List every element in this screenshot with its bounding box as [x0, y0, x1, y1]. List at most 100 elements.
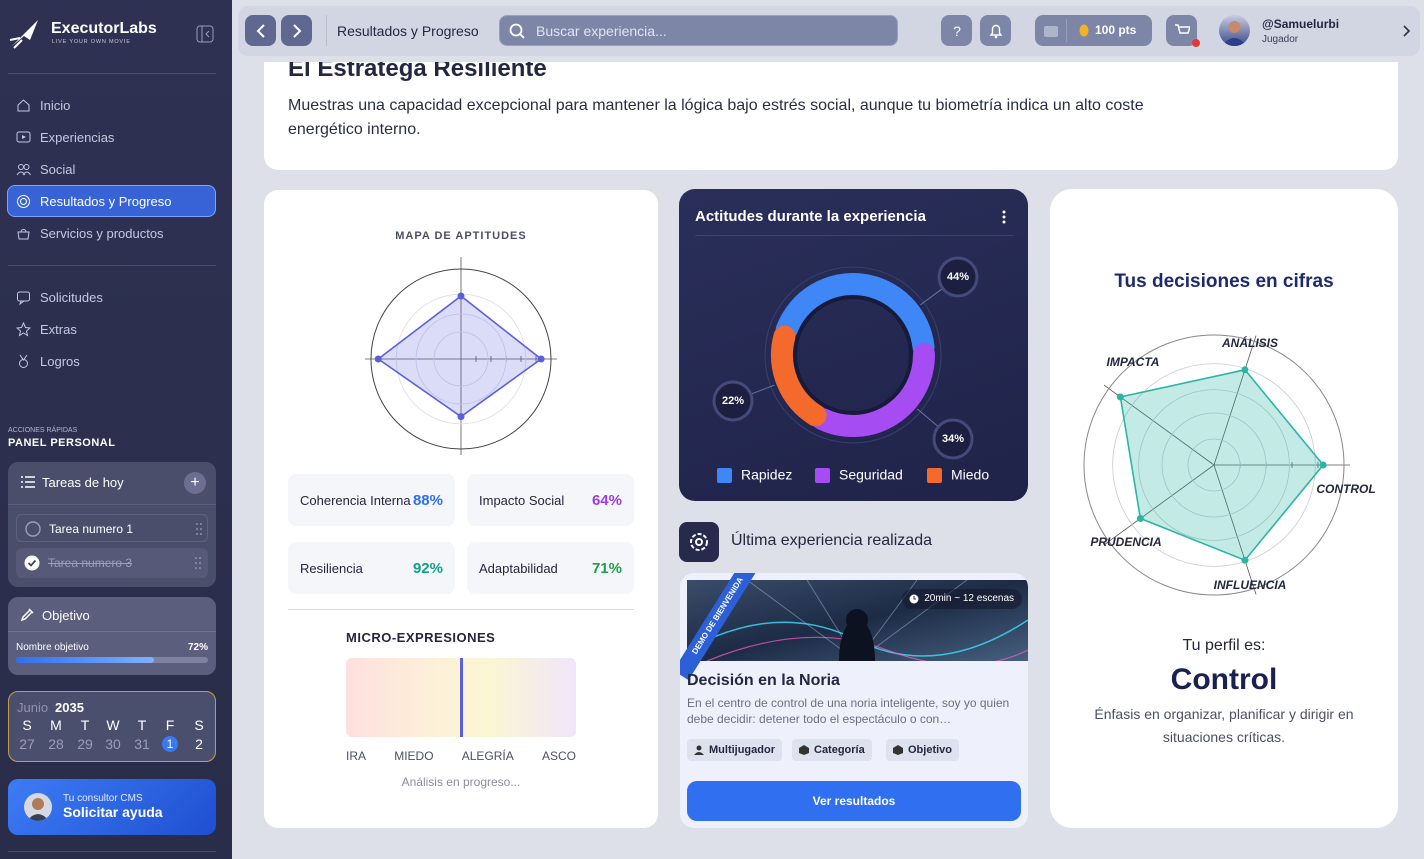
radar-ring — [1187, 438, 1241, 492]
experience-card: DEMO DE BIENVENIDA 20min ~ 12 escenas De… — [680, 573, 1028, 828]
value-bubble — [937, 256, 979, 298]
donut-chart: 44% 34% 22% Rapidez Seguridad Miedo — [712, 256, 989, 483]
divider — [8, 504, 216, 505]
legend-label: Miedo — [951, 467, 989, 483]
nav-label: Solicitudes — [40, 289, 103, 305]
role: Jugador — [1262, 34, 1299, 45]
calendar: Junio 2035 S M T W T F S 27 28 29 30 31 1 2 — [8, 691, 216, 762]
forward-button[interactable] — [281, 15, 312, 46]
metric-value: 71% — [591, 559, 622, 577]
task[interactable]: Tarea numero 1 — [16, 514, 208, 542]
duration: 20min ~ 12 escenas — [924, 593, 1014, 604]
radar-axis-label: ANÁLISIS — [1221, 335, 1278, 350]
radar-point — [1241, 366, 1249, 374]
donut-segment — [811, 343, 935, 437]
metric: Impacto Social 64% — [467, 474, 634, 526]
nav-item[interactable]: Servicios y productos — [7, 221, 216, 245]
profile-description: Énfasis en organizar, planificar y dirig… — [1094, 706, 1354, 745]
nav-item[interactable]: Extras — [7, 317, 216, 341]
divider — [8, 631, 216, 632]
divider — [8, 851, 216, 852]
weekday: T — [80, 717, 90, 733]
radar-point — [457, 292, 465, 300]
nav-label: Experiencias — [40, 129, 115, 145]
micro-label: IRA — [346, 749, 367, 763]
nav-item[interactable]: Logros — [7, 349, 216, 373]
card-title: Tus decisiones en cifras — [1114, 271, 1334, 292]
leader-line — [920, 288, 943, 306]
micro-labels: IRA MIEDO ALEGRÍA ASCO — [346, 749, 576, 765]
back-button[interactable] — [245, 15, 276, 46]
quick-actions-label: ACCIONES RÁPIDAS — [8, 427, 78, 434]
legend-swatch — [717, 468, 732, 483]
task[interactable]: Tarea numero 3 — [16, 548, 208, 578]
value-bubble — [932, 418, 974, 460]
results-button[interactable]: Ver resultados — [687, 781, 1021, 821]
card-title: Actitudes durante la experiencia — [695, 208, 926, 225]
legend-swatch — [815, 468, 830, 483]
radar-ring — [370, 268, 552, 450]
menu-chevron[interactable] — [1402, 24, 1412, 38]
collapse-button[interactable] — [196, 25, 214, 43]
radar-ring — [1161, 412, 1267, 518]
nav-label: Resultados y Progreso — [40, 193, 172, 209]
radar-area — [376, 294, 543, 418]
username: @Samuelurbi — [1262, 17, 1340, 31]
tagline: LIVE YOUR OWN MOVIE — [52, 39, 131, 45]
nav-item[interactable]: Social — [7, 157, 216, 181]
radar-axis-label: INFLUENCIA — [1214, 578, 1287, 592]
consultant-card[interactable]: Tu consultor CMS Solicitar ayuda — [8, 779, 216, 835]
metric-value: 92% — [412, 559, 443, 577]
metric-label: Adaptabilidad — [479, 560, 558, 576]
day: 28 — [48, 736, 64, 752]
day: 27 — [19, 736, 35, 752]
sidebar: ExecutorLabs LIVE YOUR OWN MOVIE Inicio … — [0, 0, 232, 859]
radar-area — [1119, 368, 1325, 562]
search-box[interactable]: Buscar experiencia... — [499, 15, 898, 46]
day-selected: 1 — [162, 736, 178, 752]
notifications-button[interactable] — [980, 15, 1011, 46]
radar-axis-label: CONTROL — [1316, 482, 1375, 496]
value-label: 22% — [722, 395, 744, 407]
menu-icon[interactable] — [1001, 209, 1007, 225]
donut-segment — [771, 325, 827, 427]
nav-item-active[interactable]: Resultados y Progreso — [7, 185, 216, 217]
leader-line — [751, 384, 775, 395]
cart-button[interactable] — [1166, 15, 1200, 47]
radar-ring — [1112, 363, 1316, 567]
nav-item[interactable]: Solicitudes — [7, 285, 216, 309]
experience-description: En el centro de control de una noria int… — [687, 696, 1010, 726]
radar-point — [457, 413, 465, 421]
value-bubble — [712, 380, 754, 422]
divider — [8, 265, 216, 266]
search-placeholder: Buscar experiencia... — [536, 23, 667, 39]
nav-item[interactable]: Experiencias — [7, 125, 216, 149]
radar-axis — [1213, 335, 1257, 466]
check-bg — [25, 521, 41, 537]
avatar[interactable] — [1219, 15, 1250, 46]
tag: Multijugador — [687, 739, 782, 761]
help-button[interactable]: ? — [941, 15, 972, 46]
radar-point — [1241, 556, 1249, 564]
divider — [288, 609, 634, 610]
radar-axis — [1213, 464, 1257, 595]
radar-ring — [1083, 334, 1345, 596]
metric-value: 64% — [591, 491, 622, 509]
tag: Categoría — [792, 739, 872, 761]
weekday: S — [194, 717, 204, 733]
points: 100 pts — [1095, 23, 1137, 37]
weekday: T — [137, 717, 147, 733]
objective-name: Nombre objetivo — [16, 642, 89, 653]
metric-label: Impacto Social — [479, 492, 565, 508]
nav-item[interactable]: Inicio — [7, 93, 216, 117]
task-checkbox[interactable] — [25, 521, 41, 537]
metric-label: Resiliencia — [300, 560, 363, 576]
micro-title: MICRO-EXPRESIONES — [346, 630, 496, 645]
add-task-button[interactable]: + — [184, 472, 206, 494]
task-checkbox[interactable] — [24, 555, 40, 571]
points-box[interactable]: 100 pts — [1035, 15, 1152, 46]
tasks-card: Tareas de hoy + Tarea numero 1 Tarea num… — [8, 462, 216, 587]
divider — [8, 73, 216, 74]
micro-marker — [460, 658, 463, 737]
